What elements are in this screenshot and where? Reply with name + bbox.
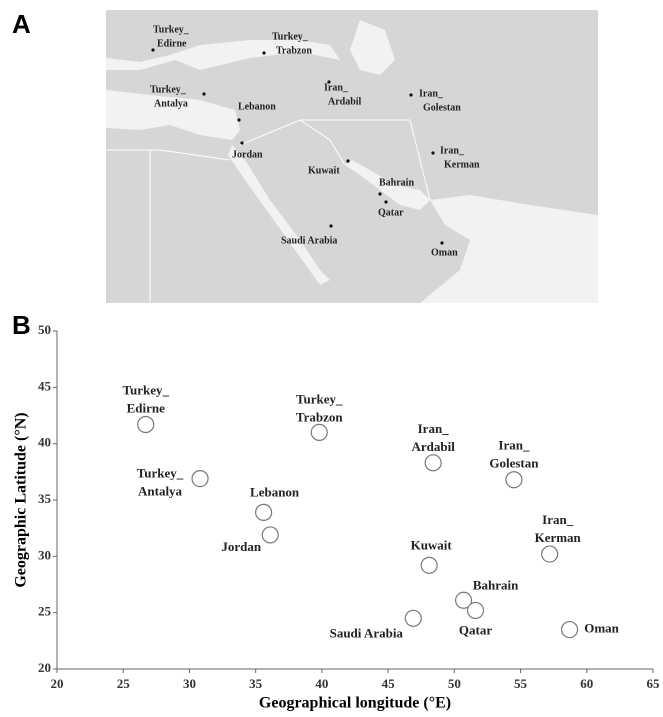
point-label: Turkey_ (122, 382, 169, 397)
point-label: Golestan (489, 456, 539, 471)
point (455, 591, 473, 609)
y-tick-label: 20 (38, 660, 51, 675)
place-label: Bahrain (379, 177, 414, 188)
place-label: Edirne (157, 38, 187, 49)
y-tick-label: 30 (38, 547, 51, 562)
panel-letter: B (12, 310, 31, 340)
place-label: Golestan (423, 102, 461, 113)
x-tick-label: 50 (448, 676, 461, 691)
place-label: Saudi Arabia (281, 235, 337, 246)
point-label: Turkey_ (137, 466, 184, 481)
sea (106, 90, 240, 140)
point-label: Ardabil (411, 439, 455, 454)
x-tick-label: 55 (514, 676, 528, 691)
point (261, 526, 279, 544)
map-labels: Turkey_ Edirne Turkey_ Trabzon Iran_ Ardabil I… (150, 24, 480, 258)
y-tick-label: 45 (38, 378, 52, 393)
place-dot (237, 118, 241, 122)
point-label: Saudi Arabia (330, 625, 404, 640)
place-label: Iran_ (440, 145, 465, 156)
place-dot (440, 241, 444, 245)
point-label: Iran_ (418, 421, 450, 436)
x-tick-label: 65 (647, 676, 661, 691)
place-label: Turkey_ (153, 24, 190, 35)
point (255, 503, 273, 521)
place-label: Oman (431, 247, 458, 258)
sea (345, 160, 430, 210)
place-dot (431, 151, 435, 155)
point (137, 415, 155, 434)
place-label: Lebanon (238, 101, 276, 112)
sea (228, 145, 330, 285)
place-label: Antalya (154, 98, 188, 109)
x-tick-label: 45 (382, 676, 396, 691)
x-tick-label: 40 (315, 676, 328, 691)
place-dot (202, 92, 206, 96)
point-label: Oman (584, 621, 619, 636)
place-label: Turkey_ (272, 31, 309, 42)
x-tick-label: 60 (580, 676, 593, 691)
point (505, 471, 523, 489)
y-tick-label: 25 (38, 604, 52, 619)
place-dot (384, 200, 388, 204)
point-label: Bahrain (473, 577, 519, 592)
point (404, 609, 422, 627)
place-label: Jordan (232, 149, 263, 160)
sea (350, 20, 395, 75)
place-dot (240, 141, 244, 145)
place-dot (409, 93, 413, 97)
place-dot (378, 192, 382, 196)
x-axis-title: Geographical longitude (°E) (259, 695, 451, 712)
sea (420, 195, 598, 303)
place-dot (329, 224, 333, 228)
point (191, 469, 209, 488)
x-tick-label: 25 (117, 676, 131, 691)
point-label: Antalya (138, 484, 183, 499)
point-label: Iran_ (498, 438, 530, 453)
point (424, 454, 442, 472)
y-tick-label: 50 (38, 322, 51, 337)
border (106, 119, 431, 303)
point-label: Lebanon (250, 484, 300, 499)
place-label: Turkey_ (150, 84, 187, 95)
map (106, 10, 598, 303)
place-label: Trabzon (276, 45, 312, 56)
y-tick-label: 35 (38, 491, 52, 506)
x-tick-label: 30 (183, 676, 196, 691)
place-label: Iran_ (324, 82, 349, 93)
point (310, 423, 328, 441)
point-label: Kerman (535, 530, 582, 545)
place-label: Kerman (444, 159, 480, 170)
y-axis-title: Geographic Latitude (°N) (13, 412, 30, 587)
place-label: Iran_ (419, 88, 444, 99)
place-label: Kuwait (308, 165, 340, 176)
plot: 20 25 30 35 40 45 50 55 60 65 20 25 30 35 40 45 50 Geogra… (13, 322, 660, 712)
x-tick-label: 20 (51, 676, 64, 691)
point-label: Iran_ (542, 512, 574, 527)
sea (106, 40, 340, 70)
point-label: Jordan (221, 539, 262, 554)
point (466, 601, 485, 620)
panel-letter: A (12, 9, 31, 39)
point (420, 556, 438, 574)
point (560, 620, 579, 639)
place-dot (262, 51, 266, 55)
point-label: Trabzon (296, 409, 343, 424)
y-tick-label: 40 (38, 435, 51, 450)
x-tick-label: 35 (249, 676, 263, 691)
place-label: Qatar (378, 207, 404, 218)
point-label: Kuwait (411, 537, 453, 552)
place-dot (346, 159, 350, 163)
place-dot (327, 80, 331, 84)
point (541, 545, 559, 563)
place-dot (151, 48, 155, 52)
point-label: Turkey_ (296, 391, 343, 406)
place-label: Ardabil (328, 96, 362, 107)
point-label: Qatar (459, 622, 492, 637)
point-label: Edirne (127, 400, 166, 415)
